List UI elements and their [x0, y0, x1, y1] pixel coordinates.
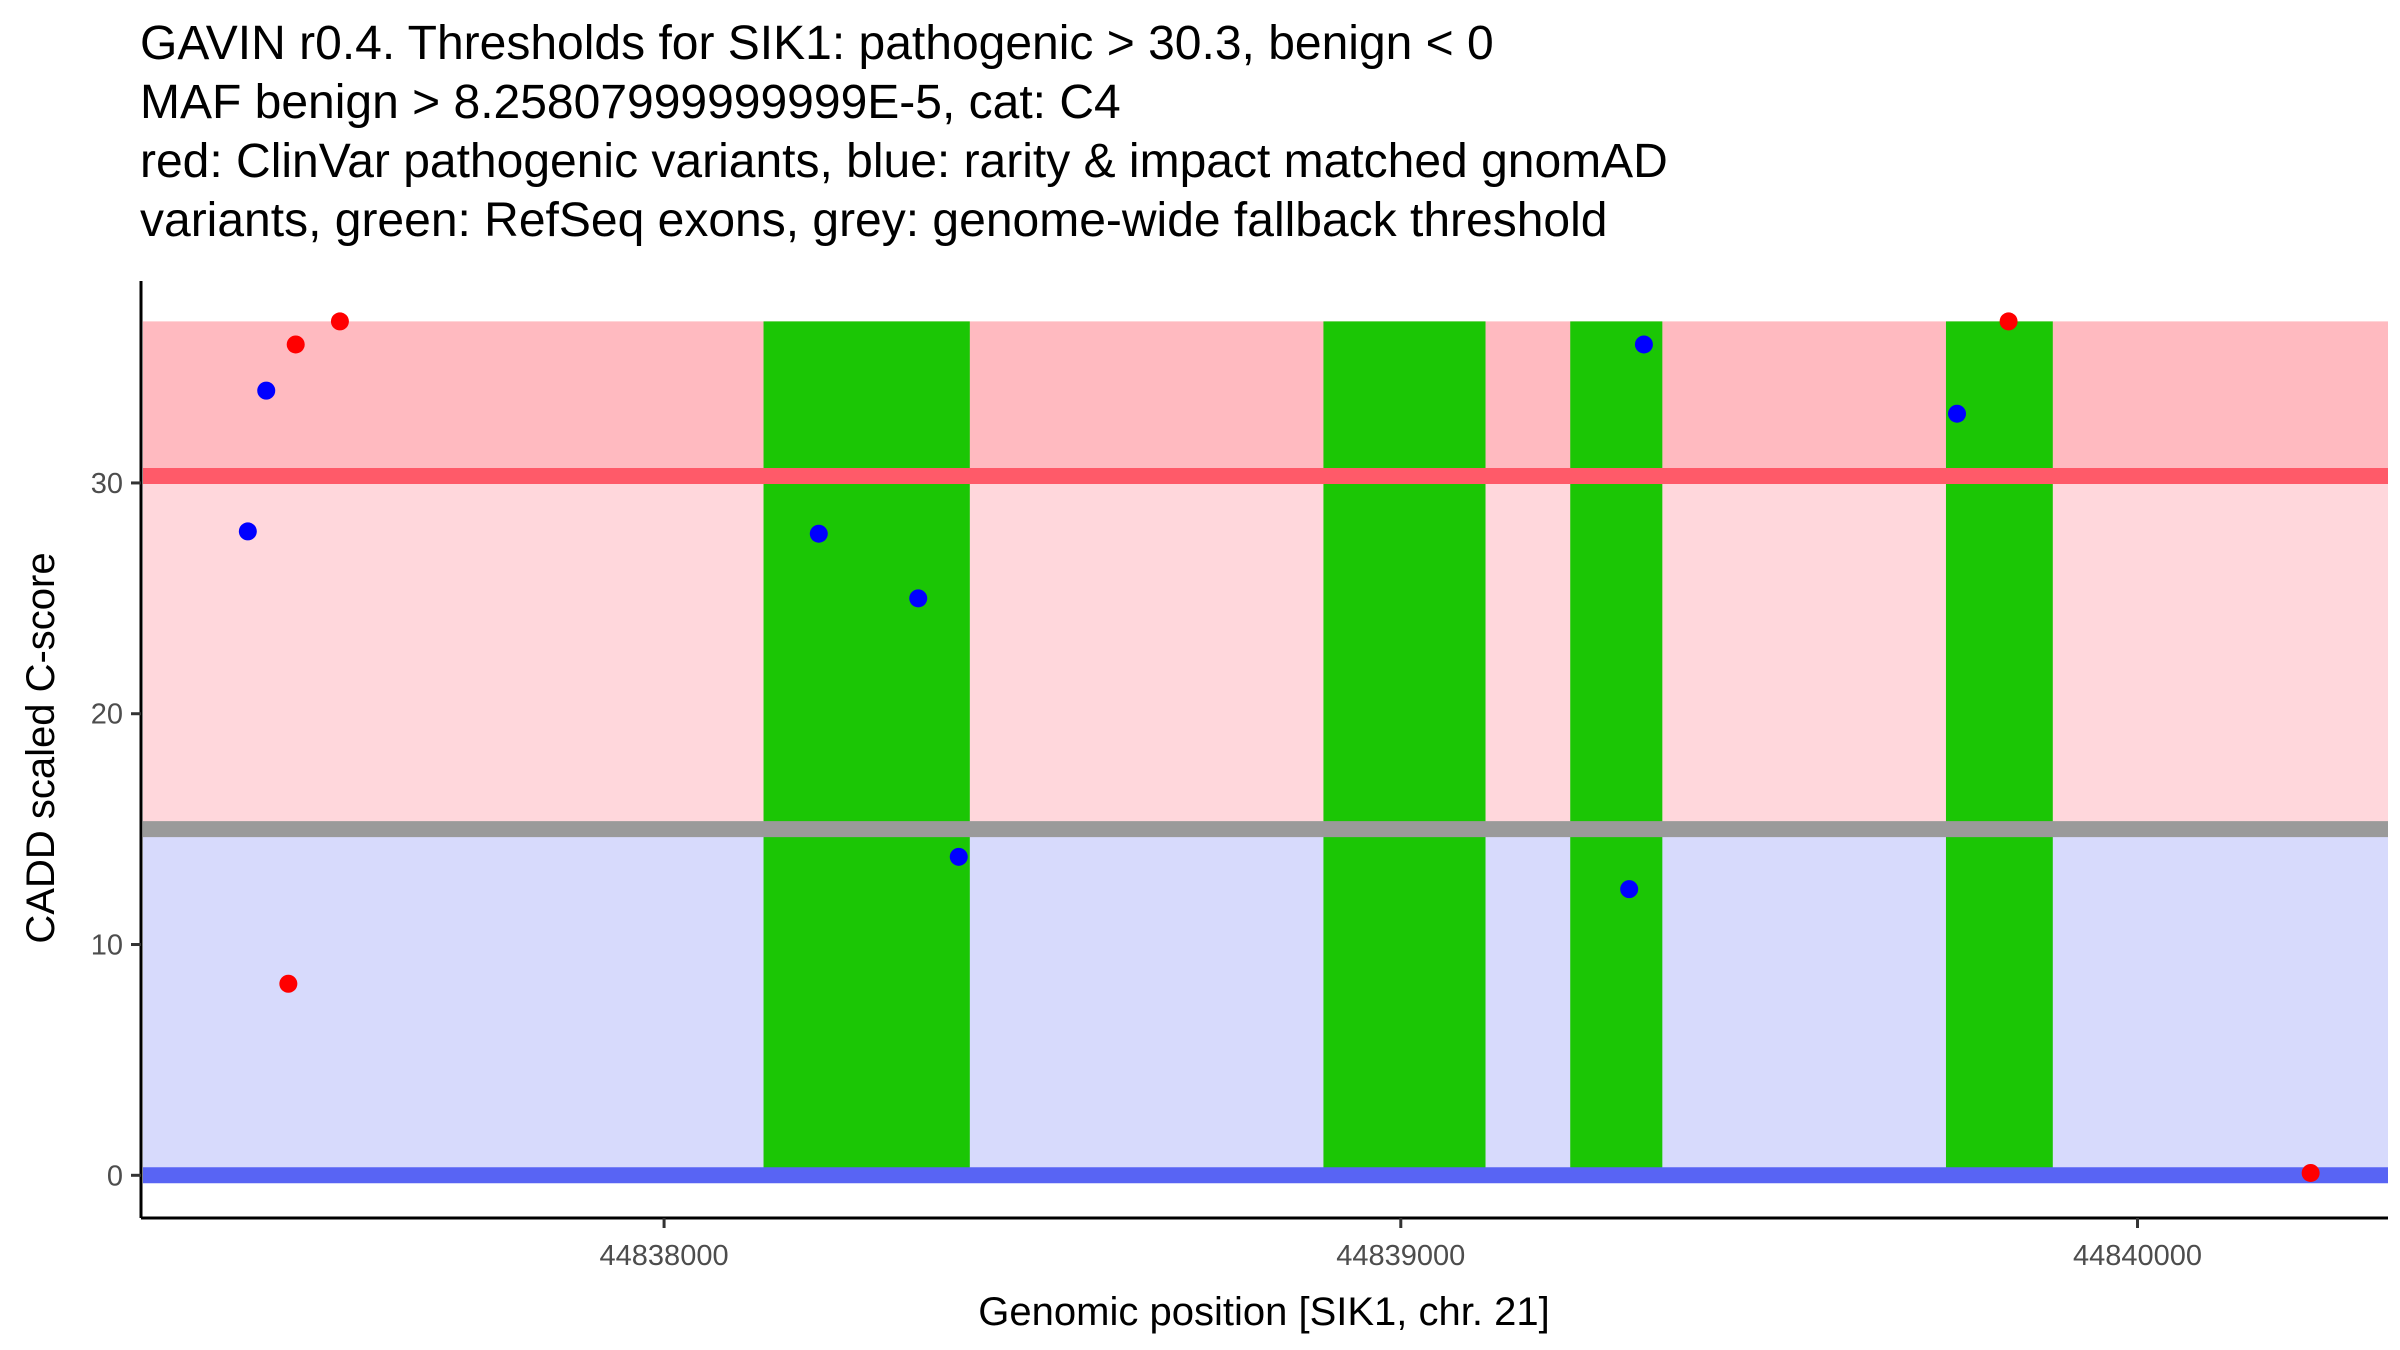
- clinvar-point-2: [286, 335, 305, 354]
- y-tick-label: 10: [91, 930, 123, 962]
- title-line-4: variants, green: RefSeq exons, grey: gen…: [140, 194, 1608, 247]
- y-ticks: 0 10 20 30: [91, 468, 141, 1192]
- x-tick-label: 44838000: [600, 1240, 729, 1272]
- exon-regions: [763, 321, 2053, 1176]
- axes: [139, 281, 2388, 1220]
- gnomad-point-2: [257, 381, 276, 400]
- exon-1: [763, 321, 970, 1176]
- gnomad-point-8: [1948, 404, 1967, 423]
- gnomad-point-6: [1620, 880, 1639, 899]
- gnomad-point-4: [909, 589, 928, 608]
- x-axis-title: Genomic position [SIK1, chr. 21]: [978, 1290, 1549, 1334]
- gnomad-point-3: [809, 524, 828, 543]
- clinvar-point-3: [330, 312, 349, 331]
- chart-title: GAVIN r0.4. Thresholds for SIK1: pathoge…: [140, 14, 1668, 250]
- y-axis-title: CADD scaled C-score: [19, 552, 63, 943]
- y-tick-label: 30: [91, 468, 123, 500]
- y-tick-label: 20: [91, 699, 123, 731]
- title-line-1: GAVIN r0.4. Thresholds for SIK1: pathoge…: [140, 17, 1494, 70]
- title-line-3: red: ClinVar pathogenic variants, blue: …: [140, 135, 1668, 188]
- title-line-2: MAF benign > 8.25807999999999E-5, cat: C…: [140, 76, 1121, 129]
- exon-4: [1945, 321, 2053, 1176]
- clinvar-point-5: [2301, 1163, 2320, 1182]
- x-tick-label: 44839000: [1336, 1240, 1465, 1272]
- gnomad-point-5: [949, 847, 968, 866]
- x-tick-label: 44840000: [2073, 1240, 2202, 1272]
- clinvar-point-4: [1999, 312, 2018, 331]
- exon-3: [1570, 321, 1663, 1176]
- y-tick-label: 0: [107, 1160, 123, 1192]
- threshold-lines: [143, 468, 2388, 1184]
- variant-points: [238, 312, 2320, 1182]
- exon-2: [1323, 321, 1486, 1176]
- clinvar-point-1: [279, 974, 298, 993]
- gnomad-point-1: [238, 522, 257, 541]
- x-ticks: 44838000 44839000 44840000: [600, 1218, 2202, 1272]
- gnomad-point-7: [1634, 335, 1653, 354]
